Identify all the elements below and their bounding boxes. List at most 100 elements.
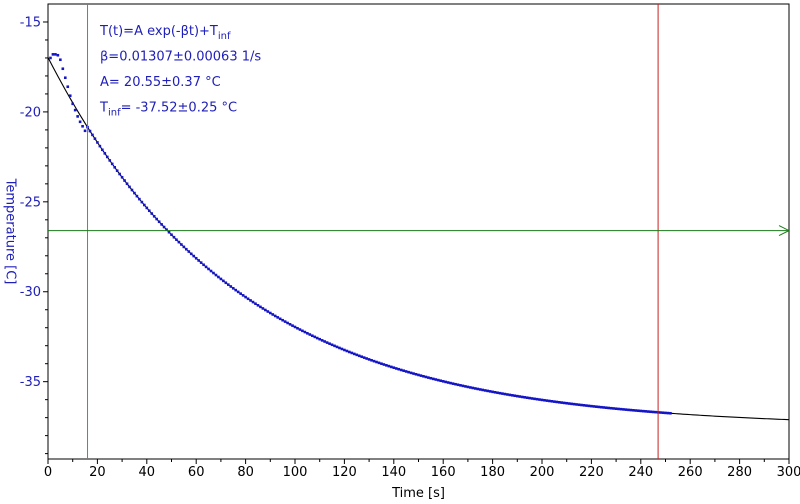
data-point (525, 396, 529, 400)
x-tick-label: 260 (678, 465, 703, 480)
data-point (481, 388, 485, 392)
x-tick-label: 220 (579, 465, 604, 480)
data-point (71, 102, 74, 106)
data-point (407, 370, 410, 374)
data-point (286, 321, 289, 325)
data-point (380, 362, 383, 365)
data-point (328, 342, 331, 345)
data-point (209, 269, 213, 273)
data-point (308, 333, 312, 336)
data-point (261, 307, 265, 310)
data-point (590, 404, 593, 408)
data-point (59, 58, 62, 62)
fit-annotation-line: Tinf= -37.52±0.25 °C (99, 101, 237, 119)
data-point (622, 408, 625, 411)
data-point (390, 365, 393, 369)
y-tick-label: -25 (20, 195, 41, 210)
data-point (108, 159, 112, 162)
data-point (259, 305, 262, 309)
data-point (478, 388, 482, 391)
data-point (397, 367, 401, 371)
data-point (105, 155, 109, 159)
data-point (555, 400, 559, 404)
data-point (506, 393, 509, 396)
data-point (659, 411, 662, 414)
data-point (587, 404, 591, 408)
y-tick-label: -15 (20, 15, 41, 30)
data-point (661, 411, 665, 415)
data-point (217, 275, 220, 279)
data-point (212, 271, 215, 275)
data-point (61, 67, 65, 71)
data-point (614, 407, 618, 410)
data-point (207, 267, 210, 271)
data-point (649, 410, 652, 414)
data-point (187, 250, 191, 253)
data-point (634, 409, 638, 412)
data-point (565, 401, 568, 405)
data-point (88, 129, 92, 133)
data-point (412, 372, 415, 375)
data-point (375, 360, 378, 364)
x-tick-label: 120 (332, 465, 357, 480)
data-point (256, 304, 260, 307)
data-point (56, 53, 60, 57)
data-point (424, 375, 428, 379)
data-point (180, 243, 183, 246)
y-tick-label: -30 (20, 285, 41, 300)
data-point (189, 252, 193, 256)
data-point (204, 265, 208, 269)
y-axis-ticks: -15 -20 -25 -30 -35 (20, 15, 48, 455)
data-point (367, 358, 371, 361)
data-point (83, 129, 87, 133)
data-point (150, 212, 154, 215)
x-tick-label: 60 (188, 465, 205, 480)
data-point (476, 387, 480, 391)
data-point (98, 144, 102, 148)
data-point (422, 375, 425, 378)
data-point (249, 299, 252, 302)
data-point (365, 357, 368, 360)
data-point (266, 310, 270, 313)
data-point (214, 273, 218, 277)
data-point (454, 382, 457, 386)
data-point (604, 406, 608, 410)
data-point (113, 166, 116, 169)
data-point (597, 405, 601, 409)
data-point (227, 283, 230, 286)
data-point (493, 390, 497, 394)
data-point (496, 391, 499, 395)
data-point (170, 233, 173, 237)
data-point (239, 292, 242, 295)
data-point (543, 398, 546, 402)
data-point (483, 389, 487, 392)
data-point (516, 394, 519, 398)
data-point (224, 281, 228, 285)
data-point (545, 399, 549, 402)
data-point (446, 381, 450, 384)
data-point (318, 337, 321, 341)
data-point (128, 185, 131, 189)
data-point (234, 288, 238, 292)
data-point (362, 356, 366, 359)
data-point (530, 397, 534, 400)
data-point (360, 355, 363, 359)
data-point (281, 318, 284, 322)
data-point (619, 407, 623, 411)
data-point (54, 53, 57, 56)
data-point (283, 320, 287, 323)
data-point (637, 409, 640, 413)
data-point (646, 410, 650, 413)
measured-points-layer (49, 53, 672, 415)
data-point (432, 377, 435, 381)
data-point (120, 175, 124, 179)
data-point (523, 396, 527, 399)
data-point (474, 387, 477, 390)
data-point (177, 240, 181, 244)
data-point (439, 379, 443, 383)
data-point (612, 407, 615, 410)
data-point (449, 381, 452, 385)
data-point (580, 403, 583, 407)
data-point (145, 206, 149, 210)
